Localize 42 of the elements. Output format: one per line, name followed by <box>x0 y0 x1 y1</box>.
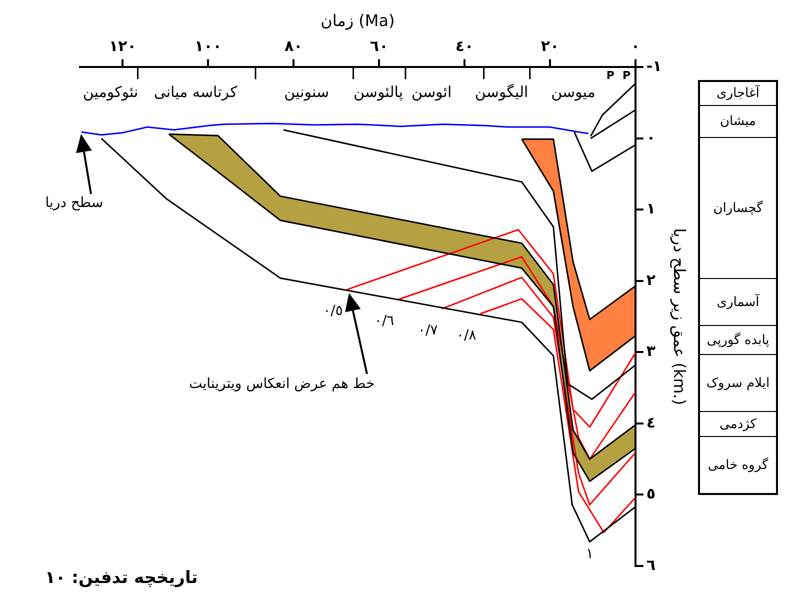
x-axis-title: زمان (Ma) <box>320 10 395 30</box>
annotation: ٠/٦ <box>374 313 394 330</box>
annotation: میوسن <box>551 83 596 102</box>
text: میشان <box>700 106 776 138</box>
x-tick-label: ٦٠ <box>370 37 388 56</box>
y-tick-label: ٥ <box>646 484 656 503</box>
y-tick-label: ٤ <box>646 413 656 432</box>
annotation: خط هم عرض انعکاس ویترینایت <box>189 376 375 392</box>
annotation: نئوکومین <box>82 83 138 102</box>
y-tick-label: ٠ <box>646 128 656 146</box>
annotation: الیگوسن <box>474 83 528 102</box>
annotation: ائوسن <box>412 83 452 102</box>
text: تاریخچه تدفین: ١٠ <box>45 568 198 588</box>
x-tick-label: ٢٠ <box>540 37 560 56</box>
x-tick-label: ٨٠ <box>284 37 303 56</box>
annotation: P <box>622 69 631 82</box>
annotation: ٠/٥ <box>323 303 343 320</box>
text: ایلام سروک <box>700 355 776 412</box>
annotation: سنونین <box>284 83 330 102</box>
y-tick-label: ٦ <box>646 556 656 574</box>
annotation: P <box>606 69 614 82</box>
x-tick-label: ١٠٠ <box>194 37 222 56</box>
annotation: کرتاسه میانی <box>154 83 238 102</box>
annotation: سطح دریا <box>45 195 104 212</box>
text: پابده گورپی <box>700 326 776 355</box>
y-tick-label: ٢ <box>646 270 656 289</box>
annotation: ١ <box>586 546 594 562</box>
x-tick-label: ١٢٠ <box>108 37 136 56</box>
text: گچساران <box>700 138 776 279</box>
annotation: ٠/٧ <box>418 322 438 338</box>
annotation: پالئوسن <box>353 83 404 102</box>
y-tick-label: ٣ <box>646 342 656 360</box>
text: کژدمی <box>700 412 776 437</box>
y-tick-label: ١ <box>646 200 656 218</box>
x-tick-label: ٠ <box>630 37 640 56</box>
x-tick-label: ٤٠ <box>455 37 474 56</box>
annotation: ٠/٨ <box>456 327 477 344</box>
y-axis-title: عمق زیر سطح دریا (km.) <box>670 228 690 406</box>
text: آسماری <box>700 279 776 326</box>
y-tick-label: -١ <box>646 57 662 76</box>
text: آغاجاری <box>700 82 776 106</box>
text: گروه خامی <box>706 456 770 474</box>
